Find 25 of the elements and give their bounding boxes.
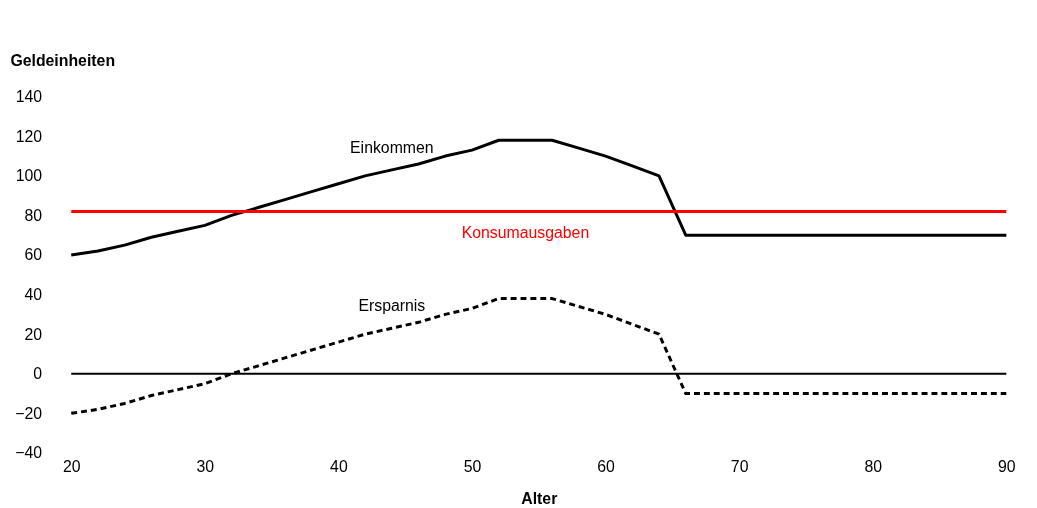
y-axis-title: Geldeinheiten bbox=[10, 51, 116, 69]
series-label: Ersparnis bbox=[358, 297, 426, 315]
y-tick-label: 100 bbox=[15, 167, 43, 185]
x-tick-label: 80 bbox=[864, 458, 883, 476]
y-tick-label: 60 bbox=[24, 246, 43, 264]
x-tick-label: 70 bbox=[730, 458, 749, 476]
y-tick-label: 120 bbox=[15, 127, 43, 145]
x-tick-label: 30 bbox=[196, 458, 215, 476]
line-series bbox=[69, 297, 1008, 415]
line-series bbox=[69, 138, 1008, 257]
x-tick-label: 50 bbox=[463, 458, 482, 476]
y-tick-label: −20 bbox=[15, 404, 43, 422]
y-tick-label: −40 bbox=[15, 444, 43, 462]
series-label: Einkommen bbox=[350, 139, 434, 157]
y-tick-label: 20 bbox=[24, 325, 43, 343]
x-tick-label: 60 bbox=[597, 458, 616, 476]
y-tick-label: 140 bbox=[15, 88, 43, 106]
x-tick-label: 20 bbox=[62, 458, 81, 476]
x-tick-label: 90 bbox=[998, 458, 1016, 476]
y-tick-label: 0 bbox=[33, 365, 43, 383]
x-tick-label: 40 bbox=[330, 458, 348, 476]
y-tick-label: 40 bbox=[24, 286, 43, 304]
x-axis-title: Alter bbox=[521, 489, 558, 507]
y-tick-label: 80 bbox=[24, 206, 43, 224]
series-label: Konsumausgaben bbox=[461, 224, 590, 242]
